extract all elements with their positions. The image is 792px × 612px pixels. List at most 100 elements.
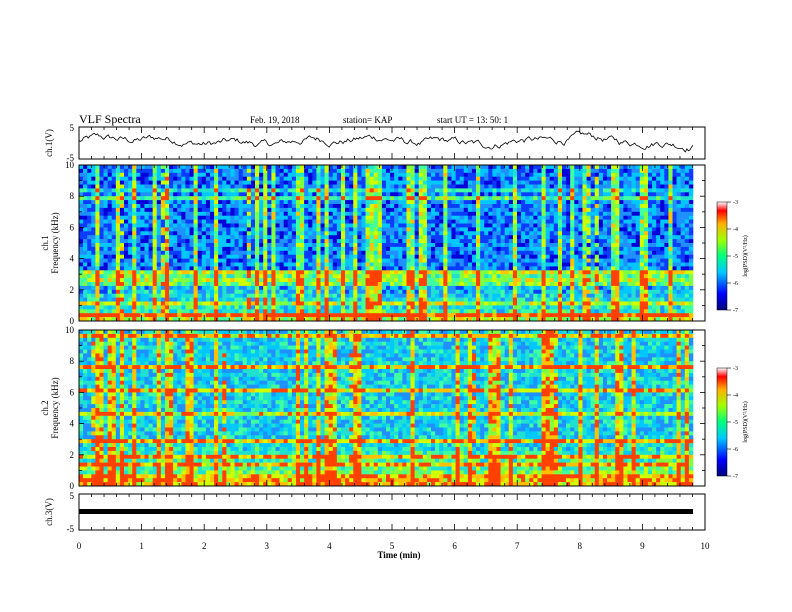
spectrogram-cell (422, 270, 428, 275)
spectrogram-cell (107, 266, 113, 271)
spectrogram-cell (406, 180, 411, 185)
spectrogram-cell (291, 180, 297, 185)
spectrogram-cell (115, 180, 121, 185)
spectrogram-cell (435, 231, 440, 236)
spectrogram-cell (226, 285, 231, 291)
spectrogram-cell (95, 227, 100, 232)
spectrogram-cell (455, 301, 460, 306)
spectrogram-cell (377, 246, 383, 252)
spectrogram-cell (557, 254, 563, 259)
spectrogram-cell (525, 231, 530, 236)
spectrogram-cell (496, 266, 501, 271)
spectrogram-cell (553, 204, 559, 209)
spectrogram-cell (283, 250, 289, 255)
spectrogram-cell (226, 207, 231, 213)
spectrogram-cell (193, 172, 198, 177)
spectrogram-cell (156, 215, 162, 220)
spectrogram-cell (402, 262, 407, 267)
spectrogram-cell (173, 219, 178, 224)
spectrogram-cell (545, 168, 551, 174)
spectrogram-cell (512, 282, 518, 287)
spectrogram-cell (226, 180, 231, 185)
spectrogram-cell (426, 227, 432, 232)
spectrogram-cell (533, 223, 538, 228)
spectrogram-cell (320, 219, 325, 224)
spectrogram-cell (111, 219, 117, 224)
spectrogram-cell (128, 270, 133, 275)
spectrogram-cell (250, 196, 256, 201)
spectrogram-cell (107, 188, 113, 193)
spectrogram-cell (193, 227, 198, 232)
spectrogram-cell (394, 254, 399, 259)
spectrogram-cell (414, 301, 420, 306)
spectrogram-cell (439, 180, 444, 185)
spectrogram-cell (525, 262, 530, 267)
spectrogram-cell (435, 239, 440, 244)
spectrogram-cell (267, 309, 272, 314)
spectrogram-cell (128, 180, 133, 185)
spectrogram-cell (361, 235, 366, 240)
spectrogram-cell (136, 204, 141, 209)
spectrogram-cell (230, 305, 235, 310)
spectrogram-cell (451, 204, 456, 209)
spectrogram-cell (250, 219, 256, 224)
spectrogram-cell (140, 176, 145, 181)
spectrogram-cell (246, 262, 252, 267)
spectrogram-cell (566, 250, 571, 255)
spectrogram-cell (128, 188, 133, 193)
spectrogram-cell (332, 313, 338, 318)
spectrogram-cell (91, 231, 96, 236)
spectrogram-cell (422, 184, 428, 189)
spectrogram-cell (148, 239, 153, 244)
spectrogram-cell (111, 278, 117, 283)
spectrogram-cell (214, 243, 219, 248)
spectrogram-cell (156, 285, 162, 291)
spectrogram-cell (246, 301, 252, 306)
spectrogram-cell (394, 258, 399, 263)
spectrogram-cell (124, 165, 129, 170)
spectrogram-cell (308, 317, 313, 322)
spectrogram-cell (521, 239, 526, 244)
spectrogram-cell (291, 215, 297, 220)
spectrogram-cell (144, 235, 149, 240)
spectrogram-cell (259, 282, 264, 287)
spectrogram-cell (361, 207, 366, 213)
spectrogram-cell (308, 301, 313, 306)
spectrogram-cell (516, 239, 522, 244)
spectrogram-cell (148, 172, 153, 177)
spectrogram-cell (566, 258, 571, 263)
spectrogram-cell (103, 243, 108, 248)
spectrogram-cell (193, 266, 198, 271)
spectrogram-cell (365, 215, 370, 220)
spectrogram-cell (545, 254, 551, 259)
spectrogram-cell (508, 258, 514, 263)
spectrogram-cell (537, 285, 542, 291)
spectrogram-cell (541, 250, 546, 255)
spectrogram-cell (332, 239, 338, 244)
spectrogram-cell (160, 231, 166, 236)
spectrogram-cell (279, 246, 284, 252)
spectrogram-cell (177, 168, 182, 174)
spectrogram-cell (246, 200, 252, 205)
spectrogram-cell (79, 211, 84, 216)
spectrogram-cell (87, 282, 92, 287)
spectrogram-cell (553, 168, 559, 174)
spectrogram-cell (365, 204, 370, 209)
spectrogram-cell (451, 305, 456, 310)
spectrogram-cell (185, 313, 190, 318)
spectrogram-cell (144, 188, 149, 193)
spectrogram-cell (308, 215, 313, 220)
spectrogram-cell (148, 235, 153, 240)
spectrogram-cell (521, 309, 526, 314)
spectrogram-cell (537, 278, 542, 283)
spectrogram-cell (562, 227, 567, 232)
spectrogram-cell (95, 246, 100, 252)
spectrogram-cell (324, 282, 329, 287)
spectrogram-cell (492, 293, 497, 298)
spectrogram-cell (259, 266, 264, 271)
spectrogram-cell (496, 227, 501, 232)
spectrogram-cell (238, 184, 244, 189)
spectrogram-cell (529, 278, 534, 283)
spectrogram-cell (418, 192, 424, 197)
spectrogram-cell (504, 262, 510, 267)
